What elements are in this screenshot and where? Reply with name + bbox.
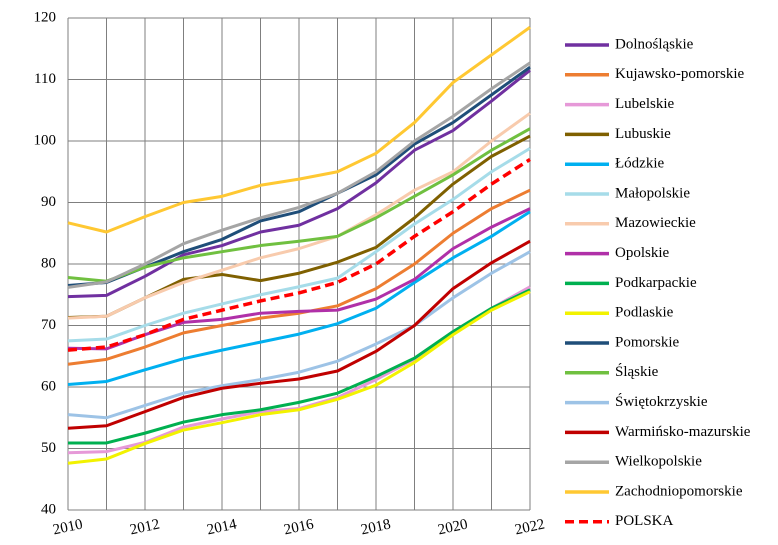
y-tick-label: 110 xyxy=(34,71,56,87)
legend-label: Wielkopolskie xyxy=(615,454,702,470)
legend-label: Świętokrzyskie xyxy=(615,393,708,410)
series-line xyxy=(67,290,531,465)
legend-label: Kujawsko-pomorskie xyxy=(615,66,744,82)
legend-label: POLSKA xyxy=(615,513,674,529)
series-line xyxy=(67,188,531,366)
y-tick-label: 120 xyxy=(34,9,57,25)
series-line xyxy=(67,239,531,430)
legend-label: Pomorskie xyxy=(615,334,680,350)
legend-label: Śląskie xyxy=(615,363,659,380)
legend-label: Dolnośląskie xyxy=(615,36,694,52)
series-line xyxy=(67,127,531,283)
legend-label: Małopolskie xyxy=(615,185,690,201)
x-tick-label: 2020 xyxy=(437,517,470,539)
x-tick-label: 2010 xyxy=(52,517,85,539)
y-tick-label: 80 xyxy=(41,255,56,271)
x-tick-label: 2012 xyxy=(129,517,162,539)
legend-label: Zachodniopomorskie xyxy=(615,483,743,499)
legend-label: Podkarpackie xyxy=(615,275,697,291)
legend-label: Warmińsko-mazurskie xyxy=(615,424,751,440)
series-line xyxy=(67,157,531,352)
y-tick-label: 40 xyxy=(41,501,56,517)
series-line xyxy=(67,61,531,289)
series-line xyxy=(67,69,531,299)
y-tick-label: 50 xyxy=(41,440,56,456)
y-tick-label: 60 xyxy=(41,378,56,394)
x-tick-label: 2018 xyxy=(360,517,393,539)
y-tick-label: 70 xyxy=(41,317,56,333)
legend-label: Mazowieckie xyxy=(615,215,696,231)
y-tick-label: 100 xyxy=(34,132,57,148)
series-line xyxy=(67,210,531,387)
legend-label: Podlaskie xyxy=(615,305,674,321)
legend-label: Lubuskie xyxy=(615,126,671,142)
series-line xyxy=(67,207,531,351)
series-line xyxy=(67,26,531,234)
x-tick-label: 2016 xyxy=(283,516,316,538)
legend-label: Opolskie xyxy=(615,245,670,261)
series-line xyxy=(67,250,531,420)
series-line xyxy=(67,112,531,320)
series-line xyxy=(67,147,531,343)
x-tick-label: 2022 xyxy=(514,517,547,539)
series-line xyxy=(68,288,531,445)
y-tick-label: 90 xyxy=(41,194,56,210)
x-tick-label: 2014 xyxy=(206,516,239,538)
legend-label: Lubelskie xyxy=(615,96,674,112)
legend-label: Łódzkie xyxy=(615,156,664,172)
